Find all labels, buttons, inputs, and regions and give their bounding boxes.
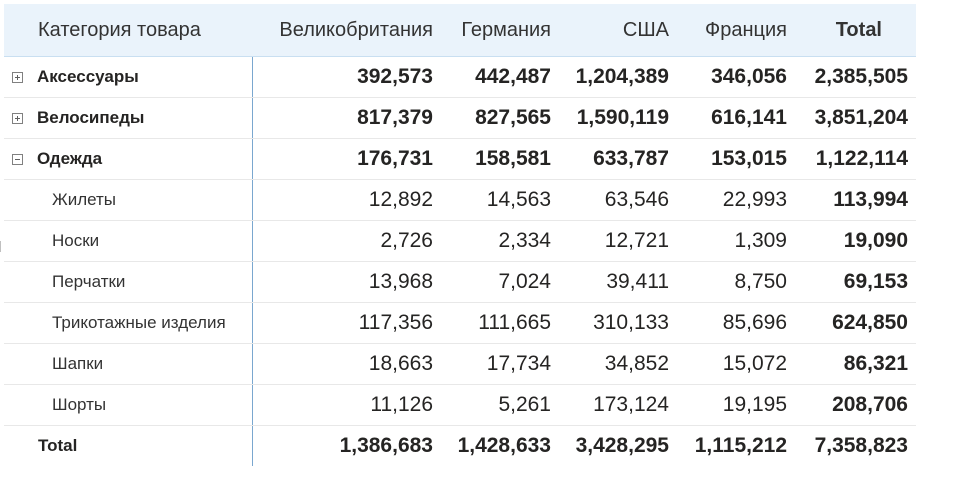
value-cell: 12,721: [604, 229, 669, 252]
value-cell: 11,126: [370, 393, 433, 416]
row-label-cell: Аксессуары: [4, 57, 253, 97]
row-label-cell: Трикотажные изделия: [4, 303, 253, 343]
value-cell: 153,015: [711, 147, 787, 170]
row-total-cell: 86,321: [843, 352, 908, 375]
table-row: Шорты 11,126 5,261 173,124 19,195 208,70…: [4, 385, 916, 426]
expand-plus-icon[interactable]: [12, 112, 23, 124]
row-label: Носки: [52, 231, 100, 250]
row-label: Жилеты: [52, 190, 117, 209]
table-row: Велосипеды 817,379 827,565 1,590,119 616…: [4, 98, 916, 139]
value-cell: 442,487: [475, 65, 551, 88]
value-cell: 2,726: [380, 229, 433, 252]
matrix-header-row: Категория товара Великобритания Германия…: [4, 4, 916, 57]
value-cell: 176,731: [357, 147, 433, 170]
row-total-cell: 69,153: [843, 270, 908, 293]
value-cell: 39,411: [606, 270, 669, 293]
value-cell: 22,993: [722, 188, 787, 211]
value-cell: 14,563: [486, 188, 551, 211]
value-cell: 2,334: [498, 229, 551, 252]
row-total-cell: 624,850: [832, 311, 908, 334]
row-label: Шорты: [52, 395, 107, 414]
grand-total-cell: 7,358,823: [814, 434, 908, 457]
value-cell: 817,379: [357, 106, 433, 129]
row-label-cell: Велосипеды: [4, 98, 253, 138]
row-total-cell: 113,994: [833, 188, 908, 211]
value-cell: 111,665: [478, 311, 551, 334]
row-label: Перчатки: [52, 272, 126, 291]
matrix-table: Категория товара Великобритания Германия…: [4, 4, 916, 466]
value-cell: 12,892: [368, 188, 433, 211]
value-cell: 827,565: [475, 106, 551, 129]
column-header-total[interactable]: Total: [835, 18, 882, 41]
value-cell: 5,261: [498, 393, 551, 416]
grand-total-cell: 1,115,212: [694, 434, 787, 457]
value-cell: 13,968: [368, 270, 433, 293]
value-cell: 1,309: [734, 229, 787, 252]
value-cell: 117,356: [358, 311, 433, 334]
value-cell: 19,195: [722, 393, 787, 416]
table-row: Перчатки 13,968 7,024 39,411 8,750 69,15…: [4, 262, 916, 303]
value-cell: 158,581: [475, 147, 551, 170]
column-header-uk[interactable]: Великобритания: [279, 18, 433, 41]
row-total-cell: 1,122,114: [815, 147, 908, 170]
value-cell: 616,141: [711, 106, 787, 129]
collapse-minus-icon[interactable]: [12, 153, 23, 165]
value-cell: 346,056: [711, 65, 787, 88]
row-header-label[interactable]: Категория товара: [38, 18, 201, 41]
row-label: Одежда: [37, 149, 103, 168]
value-cell: 1,590,119: [576, 106, 669, 129]
value-cell: 310,133: [593, 311, 669, 334]
grand-total-cell: 1,428,633: [457, 434, 551, 457]
value-cell: 85,696: [722, 311, 787, 334]
row-total-cell: 208,706: [832, 393, 908, 416]
row-label: Шапки: [52, 354, 104, 373]
row-label-cell: Шорты: [4, 385, 253, 425]
value-cell: 17,734: [486, 352, 551, 375]
row-label: Аксессуары: [37, 67, 139, 86]
value-cell: 392,573: [357, 65, 433, 88]
column-header-germany[interactable]: Германия: [461, 18, 551, 41]
grand-total-cell: 1,386,683: [339, 434, 433, 457]
row-total-cell: 3,851,204: [814, 106, 908, 129]
value-cell: 15,072: [722, 352, 787, 375]
row-total-cell: 2,385,505: [814, 65, 908, 88]
row-label: Трикотажные изделия: [52, 313, 226, 332]
row-label: Велосипеды: [37, 108, 145, 127]
row-label-cell: Жилеты: [4, 180, 253, 220]
value-cell: 8,750: [734, 270, 787, 293]
column-header-france[interactable]: Франция: [705, 18, 787, 41]
expand-plus-icon[interactable]: [12, 71, 23, 83]
table-row: Носки 2,726 2,334 12,721 1,309 19,090: [4, 221, 916, 262]
column-header-usa[interactable]: США: [622, 18, 669, 41]
value-cell: 7,024: [498, 270, 551, 293]
table-row: Трикотажные изделия 117,356 111,665 310,…: [4, 303, 916, 344]
row-label-cell: Одежда: [4, 139, 253, 179]
row-label-cell: Шапки: [4, 344, 253, 384]
grand-total-cell: 3,428,295: [575, 434, 669, 457]
grand-total-row: Total 1,386,683 1,428,633 3,428,295 1,11…: [4, 426, 916, 466]
value-cell: 633,787: [593, 147, 669, 170]
table-row: Жилеты 12,892 14,563 63,546 22,993 113,9…: [4, 180, 916, 221]
table-row: Шапки 18,663 17,734 34,852 15,072 86,321: [4, 344, 916, 385]
value-cell: 63,546: [604, 188, 669, 211]
row-label-cell: Перчатки: [4, 262, 253, 302]
value-cell: 1,204,389: [575, 65, 669, 88]
value-cell: 34,852: [604, 352, 669, 375]
row-total-cell: 19,090: [843, 229, 908, 252]
value-cell: 173,124: [593, 393, 669, 416]
resize-handle[interactable]: [0, 241, 1, 252]
grand-total-label: Total: [38, 436, 78, 455]
table-row: Аксессуары 392,573 442,487 1,204,389 346…: [4, 57, 916, 98]
row-label-cell: Total: [4, 426, 253, 466]
value-cell: 18,663: [368, 352, 433, 375]
row-label-cell: Носки: [4, 221, 253, 261]
table-row: Одежда 176,731 158,581 633,787 153,015 1…: [4, 139, 916, 180]
